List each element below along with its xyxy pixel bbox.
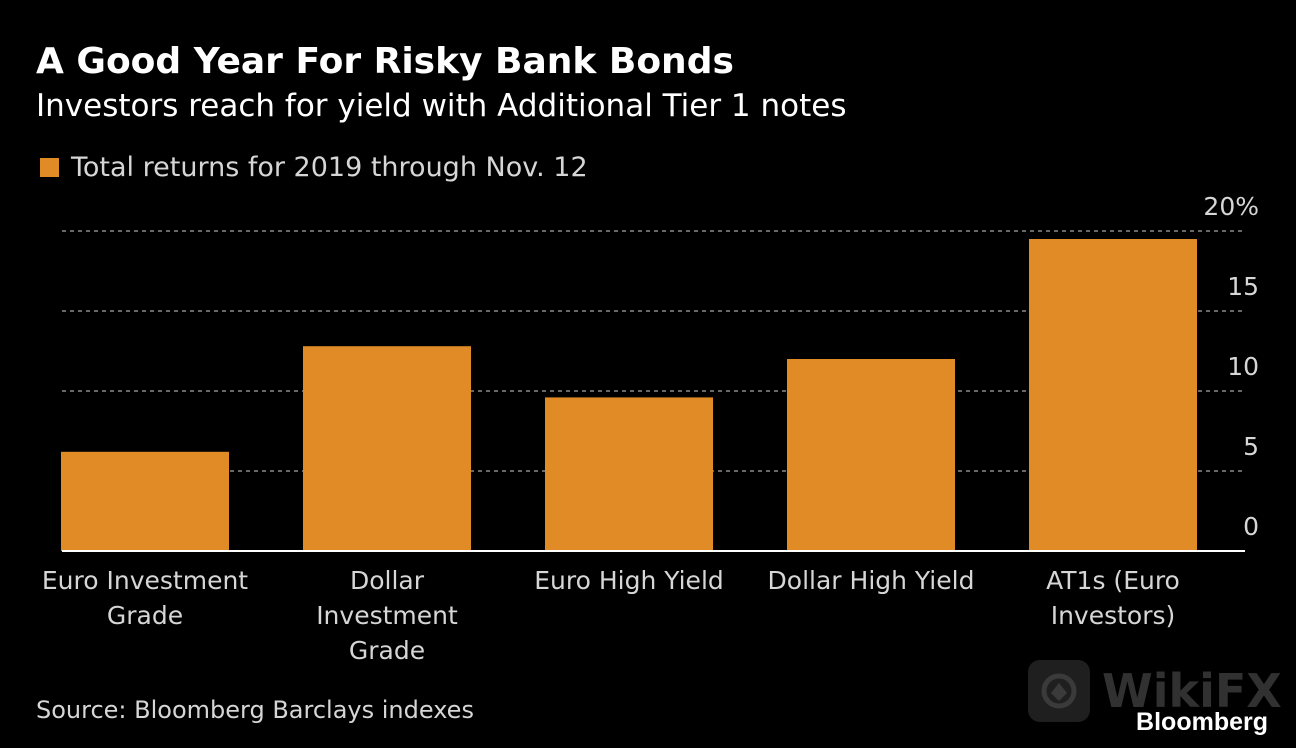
y-axis-ticks: 0 5 10 15 20% [1203,192,1259,541]
bar [787,359,955,551]
chart-subtitle: Investors reach for yield with Additiona… [36,88,847,124]
bar-chart: 0 5 10 15 20% Euro Investment Grade Dollar Inve… [42,192,1259,665]
y-tick-label: 0 [1243,512,1259,541]
watermark-text: WikiFX [1102,664,1282,718]
category-label: Dollar Investment Grade [316,566,458,665]
watermark-logo-icon [1028,660,1090,722]
category-label-line: Grade [349,636,425,665]
legend-swatch [40,157,59,177]
category-label-line: Investment [316,601,458,630]
watermark: WikiFX [1028,660,1282,722]
bars [61,239,1197,551]
category-label-line: Euro High Yield [534,566,724,595]
bar [303,346,471,551]
category-label-line: Dollar High Yield [768,566,975,595]
category-label: Euro High Yield [534,566,724,595]
y-tick-label: 5 [1243,432,1259,461]
source-note: Source: Bloomberg Barclays indexes [36,696,474,724]
category-label-line: Euro Investment [42,566,248,595]
legend: Total returns for 2019 through Nov. 12 [40,150,588,184]
y-tick-label: 15 [1227,272,1259,301]
bar [61,451,229,551]
chart-title: A Good Year For Risky Bank Bonds [36,41,734,82]
legend-label: Total returns for 2019 through Nov. 12 [71,151,588,183]
bar [1029,239,1197,551]
category-label: AT1s (Euro Investors) [1046,566,1180,630]
y-tick-label: 20% [1203,192,1259,221]
bloomberg-logo: Bloomberg [1136,708,1268,736]
category-label: Euro Investment Grade [42,566,248,630]
category-label-line: AT1s (Euro [1046,566,1180,595]
category-label-line: Grade [107,601,183,630]
category-label-line: Dollar [350,566,425,595]
category-label: Dollar High Yield [768,566,975,595]
category-label-line: Investors) [1051,601,1176,630]
bar [545,397,713,551]
y-tick-label: 10 [1227,352,1259,381]
category-labels: Euro Investment Grade Dollar Investment Grad… [42,566,1180,665]
